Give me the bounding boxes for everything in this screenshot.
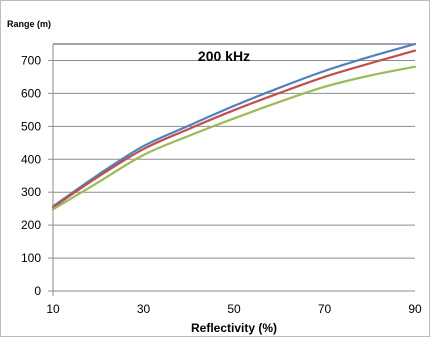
y-tick-label-700: 700 [21,53,41,67]
y-tick-label-300: 300 [21,185,41,199]
series-line-2 [51,49,417,209]
y-tick-label-200: 200 [21,218,41,232]
x-tick-label-50: 50 [227,302,241,316]
series-line-1 [51,42,417,208]
y-axis-label: Range (m) [7,19,51,29]
x-tick-label-90: 90 [408,302,422,316]
y-tick-label-0: 0 [34,284,41,298]
series-line-3 [51,65,417,211]
x-tick-label-30: 30 [137,302,151,316]
grid-lines [53,59,415,259]
series-group [51,42,417,211]
x-tick-label-10: 10 [46,302,60,316]
y-tick-label-100: 100 [21,251,41,265]
y-tick-label-400: 400 [21,152,41,166]
x-axis-label: Reflectivity (%) [191,321,277,335]
frequency-annotation: 200 kHz [198,48,250,64]
y-tick-labels: 0 100 200 300 400 500 600 700 [21,53,41,298]
x-tick-labels: 10 30 50 70 90 [46,302,422,316]
axes-group [48,44,415,296]
y-tick-label-600: 600 [21,86,41,100]
y-tick-label-500: 500 [21,119,41,133]
x-tick-label-70: 70 [318,302,332,316]
